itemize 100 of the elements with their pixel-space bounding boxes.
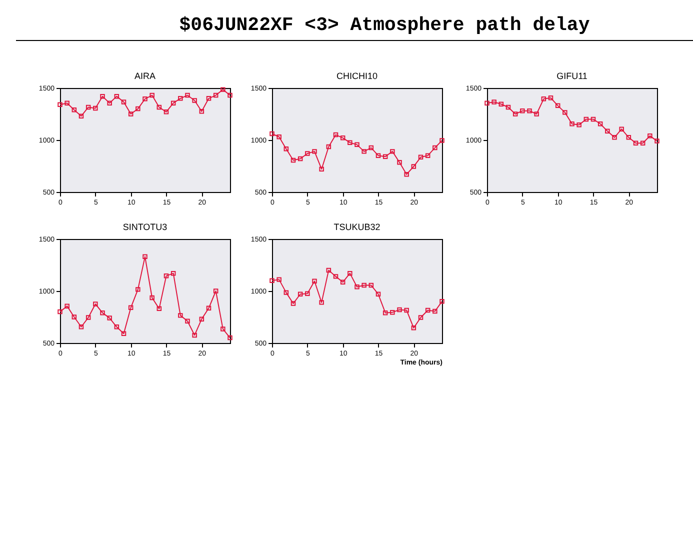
point	[376, 153, 381, 158]
text: $06JUN22XF <3> Atmosphere path delay	[16, 14, 693, 41]
point	[290, 301, 296, 306]
point	[440, 299, 444, 304]
point	[78, 114, 84, 118]
point	[411, 164, 416, 169]
point	[170, 270, 176, 276]
point	[354, 284, 360, 290]
line-series	[270, 131, 444, 177]
line-series	[270, 268, 444, 330]
point	[492, 100, 496, 104]
point	[612, 135, 617, 140]
point	[598, 122, 603, 126]
point	[156, 104, 162, 110]
point	[319, 300, 324, 305]
point	[100, 94, 105, 99]
point	[64, 304, 70, 308]
point	[590, 116, 596, 122]
point	[368, 282, 374, 288]
point	[390, 310, 395, 315]
point	[640, 140, 646, 146]
point	[633, 140, 638, 146]
point	[213, 288, 218, 294]
point	[305, 291, 310, 296]
point	[648, 133, 652, 138]
chart-title: AIRA	[134, 71, 156, 81]
point	[192, 332, 197, 338]
point	[170, 100, 176, 106]
point	[178, 96, 183, 101]
point	[425, 153, 430, 158]
point	[397, 160, 402, 165]
point	[86, 315, 91, 320]
line-series	[484, 96, 660, 146]
point	[362, 282, 366, 288]
point	[626, 135, 632, 140]
point	[548, 96, 554, 100]
point	[107, 100, 112, 106]
point	[362, 149, 366, 154]
point	[576, 122, 582, 128]
point	[418, 315, 424, 320]
point	[86, 104, 91, 110]
point	[340, 280, 346, 285]
point	[425, 308, 430, 313]
point	[58, 102, 62, 108]
point	[213, 92, 218, 98]
point	[298, 292, 303, 296]
point	[534, 112, 539, 116]
point	[382, 154, 388, 160]
point	[555, 103, 560, 108]
point	[326, 144, 332, 150]
point	[440, 138, 444, 143]
point	[206, 306, 212, 311]
point	[121, 331, 126, 336]
point	[312, 149, 317, 154]
chart-title: TSUKUB32	[334, 222, 380, 232]
point	[114, 324, 120, 330]
point	[107, 316, 112, 320]
point	[220, 326, 226, 332]
point	[150, 295, 154, 300]
point	[498, 102, 504, 106]
point	[397, 307, 402, 312]
point	[164, 110, 169, 114]
point	[368, 145, 374, 150]
point	[527, 108, 532, 114]
point	[114, 94, 120, 99]
point	[78, 324, 84, 330]
point	[298, 156, 303, 162]
point	[418, 154, 424, 160]
point	[220, 87, 226, 92]
point	[128, 112, 134, 116]
point	[484, 100, 490, 106]
point	[136, 287, 140, 292]
line-series	[58, 254, 232, 340]
point	[199, 316, 204, 322]
point	[432, 145, 438, 150]
point	[270, 278, 274, 283]
point	[100, 310, 105, 316]
point	[376, 292, 381, 296]
point	[228, 335, 232, 340]
point	[142, 96, 148, 102]
point	[284, 290, 289, 295]
point	[619, 126, 624, 132]
point	[276, 277, 282, 282]
point	[340, 136, 346, 140]
point	[390, 149, 395, 154]
point	[326, 268, 332, 273]
point	[72, 314, 77, 320]
point	[93, 302, 98, 306]
point	[150, 92, 154, 98]
point	[128, 305, 134, 310]
point	[432, 308, 438, 314]
point	[270, 131, 274, 136]
point	[305, 151, 310, 156]
line-series	[58, 87, 232, 118]
point	[185, 92, 190, 98]
point	[192, 98, 197, 103]
point	[348, 270, 352, 276]
point	[206, 96, 212, 101]
point	[333, 132, 338, 138]
point	[506, 104, 511, 110]
